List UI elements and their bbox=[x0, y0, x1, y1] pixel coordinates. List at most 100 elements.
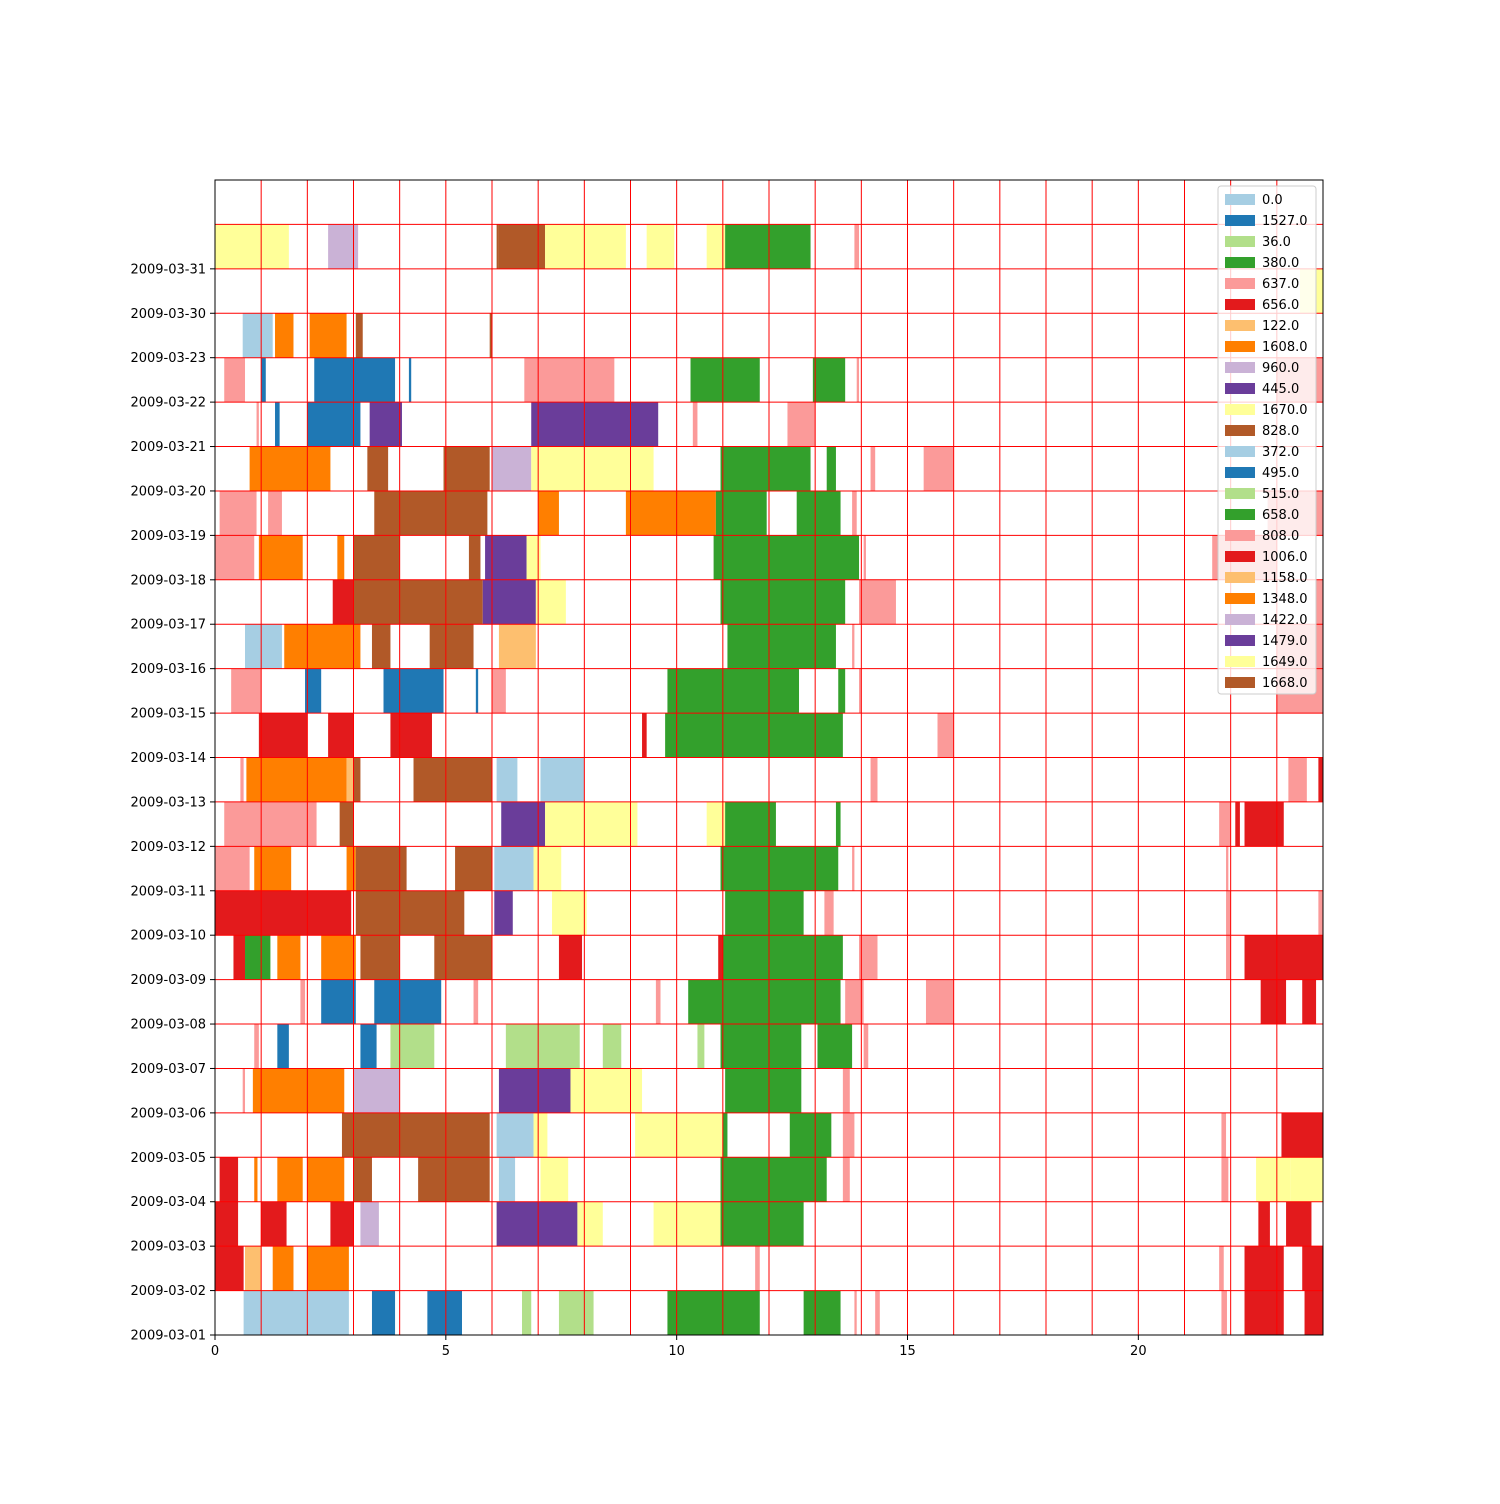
legend-swatch-15 bbox=[1225, 509, 1255, 520]
segment-r0-1 bbox=[371, 1290, 396, 1335]
x-tick-label-15: 15 bbox=[899, 1344, 916, 1359]
segment-r20-1 bbox=[275, 402, 280, 447]
segment-r21-7 bbox=[856, 357, 860, 403]
legend-swatch-0 bbox=[1225, 194, 1255, 205]
segment-r21-6 bbox=[812, 357, 846, 403]
legend-label-6: 122.0 bbox=[1262, 319, 1299, 334]
segment-r5-2 bbox=[353, 1068, 400, 1113]
segment-r18-6 bbox=[796, 490, 841, 536]
legend-label-16: 808.0 bbox=[1262, 529, 1299, 544]
y-tick-label-17: 2009-03-18 bbox=[130, 573, 206, 588]
segment-r11-1 bbox=[339, 801, 354, 847]
segment-r3-5 bbox=[418, 1157, 490, 1202]
legend-label-20: 1422.0 bbox=[1262, 613, 1308, 628]
segment-r8-8 bbox=[722, 935, 843, 980]
segment-r6-1 bbox=[277, 1024, 289, 1069]
y-tick-label-4: 2009-03-05 bbox=[130, 1151, 206, 1166]
segment-r8-3 bbox=[321, 935, 356, 980]
legend-label-13: 495.0 bbox=[1262, 466, 1299, 481]
legend-swatch-8 bbox=[1225, 362, 1255, 373]
segment-r6-8 bbox=[817, 1024, 853, 1069]
segment-r2-9 bbox=[1286, 1201, 1312, 1247]
segment-r11-0 bbox=[224, 801, 317, 847]
segment-r0-7 bbox=[854, 1290, 857, 1335]
legend-swatch-22 bbox=[1225, 656, 1255, 667]
segment-r17-1 bbox=[258, 535, 303, 580]
y-tick-label-19: 2009-03-20 bbox=[130, 484, 206, 499]
legend-swatch-20 bbox=[1225, 614, 1255, 625]
legend-label-22: 1649.0 bbox=[1262, 655, 1308, 670]
segment-r8-4 bbox=[360, 935, 400, 980]
segment-r12-3 bbox=[353, 757, 361, 802]
segment-r2-2 bbox=[330, 1201, 354, 1247]
segment-r16-4 bbox=[720, 579, 846, 625]
segment-r14-4 bbox=[492, 668, 506, 714]
segment-r17-4 bbox=[468, 535, 481, 580]
x-tick-label-5: 5 bbox=[442, 1344, 450, 1359]
segment-r2-1 bbox=[261, 1201, 287, 1247]
segment-r10-3 bbox=[355, 846, 407, 891]
legend-swatch-12 bbox=[1225, 446, 1255, 457]
grid-layer bbox=[214, 179, 1324, 1336]
segment-r10-2 bbox=[346, 846, 356, 891]
segment-r7-5 bbox=[688, 979, 841, 1025]
y-tick-label-3: 2009-03-04 bbox=[130, 1195, 206, 1210]
segment-r20-5 bbox=[692, 402, 698, 447]
segment-r17-2 bbox=[337, 535, 345, 580]
segment-r4-0 bbox=[341, 1112, 490, 1158]
segment-r15-4 bbox=[498, 624, 536, 669]
segment-r5-0 bbox=[242, 1068, 246, 1113]
segment-r17-0 bbox=[215, 535, 255, 580]
legend: 0.0 1527.0 36.0 380.0 637.0 656.0 122.0 1608.0 9… bbox=[1217, 185, 1317, 695]
segment-r10-9 bbox=[1226, 846, 1229, 891]
legend-swatch-19 bbox=[1225, 593, 1255, 604]
segment-r9-0 bbox=[215, 890, 352, 936]
segment-r13-0 bbox=[258, 713, 308, 758]
x-tick-label-10: 10 bbox=[668, 1344, 685, 1359]
segment-r8-5 bbox=[434, 935, 492, 980]
segment-r9-6 bbox=[1226, 890, 1231, 936]
segment-r24-8 bbox=[854, 224, 860, 269]
segment-r18-0 bbox=[219, 490, 257, 536]
segment-r3-6 bbox=[498, 1157, 516, 1202]
legend-swatch-10 bbox=[1225, 404, 1255, 415]
segment-r6-6 bbox=[697, 1024, 705, 1069]
segment-r9-3 bbox=[552, 890, 587, 936]
y-tick-label-5: 2009-03-06 bbox=[130, 1106, 206, 1121]
segment-r10-1 bbox=[254, 846, 292, 891]
y-tick-label-12: 2009-03-13 bbox=[130, 795, 206, 810]
segment-r21-5 bbox=[690, 357, 760, 403]
segment-r2-6 bbox=[653, 1201, 721, 1247]
segment-r3-2 bbox=[277, 1157, 303, 1202]
segment-r20-2 bbox=[307, 402, 361, 447]
segment-r7-0 bbox=[300, 979, 306, 1025]
y-tick-label-21: 2009-03-22 bbox=[130, 396, 206, 411]
segment-r15-0 bbox=[245, 624, 282, 669]
legend-label-23: 1668.0 bbox=[1262, 676, 1308, 691]
segment-r24-5 bbox=[646, 224, 675, 269]
segment-r3-1 bbox=[254, 1157, 258, 1202]
segment-r15-2 bbox=[371, 624, 391, 669]
segment-r5-6 bbox=[842, 1068, 850, 1113]
segment-r9-1 bbox=[355, 890, 465, 936]
legend-swatch-11 bbox=[1225, 425, 1255, 436]
legend-swatch-17 bbox=[1225, 551, 1255, 562]
segment-r2-3 bbox=[360, 1201, 379, 1247]
y-tick-label-15: 2009-03-16 bbox=[130, 662, 206, 677]
segment-r19-8 bbox=[923, 446, 954, 491]
legend-label-3: 380.0 bbox=[1262, 256, 1299, 271]
segment-r19-5 bbox=[720, 446, 811, 491]
segment-r19-0 bbox=[249, 446, 331, 491]
legend-label-4: 637.0 bbox=[1262, 277, 1299, 292]
segment-r1-7 bbox=[1302, 1246, 1323, 1291]
segment-r1-6 bbox=[1244, 1246, 1284, 1291]
segment-r12-8 bbox=[1288, 757, 1307, 802]
segment-r13-5 bbox=[937, 713, 954, 758]
segment-r18-4 bbox=[625, 490, 716, 536]
legend-swatch-7 bbox=[1225, 341, 1255, 352]
segment-r2-0 bbox=[215, 1201, 239, 1247]
segment-r0-3 bbox=[522, 1290, 532, 1335]
y-tick-label-1: 2009-03-02 bbox=[130, 1284, 206, 1299]
segment-r3-3 bbox=[307, 1157, 345, 1202]
segment-r14-7 bbox=[859, 668, 862, 714]
